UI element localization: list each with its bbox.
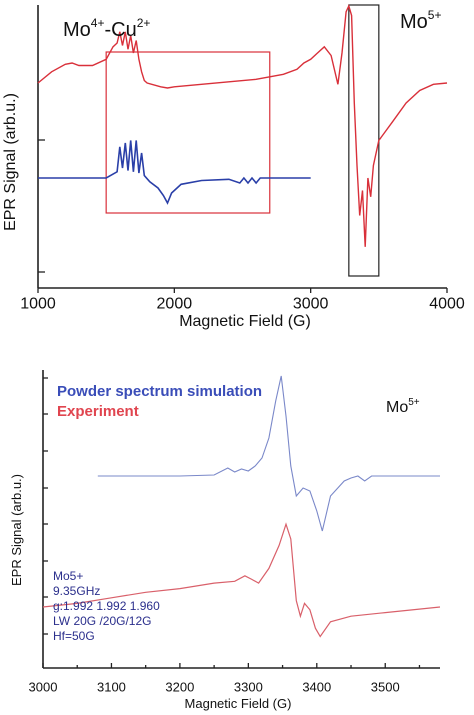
top-series-group bbox=[37, 4, 448, 247]
anno-cu-base: -Cu bbox=[104, 19, 136, 41]
top-y-axis-title: EPR Signal (arb.u.) bbox=[2, 93, 19, 231]
bottom-annotation-mo5: Mo5+ bbox=[386, 397, 420, 416]
top-x-axis-title: Magnetic Field (G) bbox=[179, 313, 311, 330]
bottom-x-tick-label: 3200 bbox=[165, 680, 194, 695]
legend-experiment: Experiment bbox=[57, 403, 139, 420]
bottom-x-tick-label: 3400 bbox=[302, 680, 331, 695]
top-x-tick-label: 2000 bbox=[157, 295, 193, 312]
top-x-ticks: 1000 2000 3000 4000 bbox=[20, 139, 465, 312]
top-x-tick-label: 4000 bbox=[429, 295, 465, 312]
param-line-5: Hf=50G bbox=[53, 629, 95, 643]
top-highlight-boxes bbox=[105, 4, 380, 277]
bottom-y-ticks bbox=[43, 377, 48, 635]
anno-mo-sup: 4+ bbox=[91, 16, 105, 30]
bottom-anno-mo5-base: Mo bbox=[386, 399, 408, 416]
top-x-tick-label: 3000 bbox=[293, 295, 329, 312]
bottom-series-group bbox=[42, 375, 441, 638]
anno-cu-sup: 2+ bbox=[137, 16, 151, 30]
bottom-x-tick-label: 3100 bbox=[97, 680, 126, 695]
bottom-chart-panel: 3000 3100 3200 3300 3400 3500 Magnetic Field … bbox=[9, 370, 441, 711]
bottom-x-tick-label: 3300 bbox=[234, 680, 263, 695]
top-annotation-mo5: Mo5+ bbox=[400, 8, 441, 33]
param-line-3: g:1.992 1.992 1.960 bbox=[53, 599, 160, 613]
bottom-x-ticks: 3000 3100 3200 3300 3400 3500 bbox=[29, 663, 421, 695]
anno-mo5-base: Mo bbox=[400, 11, 428, 33]
legend-simulation: Powder spectrum simulation bbox=[57, 383, 262, 400]
top-annotation-mo-cu: Mo4+-Cu2+ bbox=[63, 16, 150, 41]
bottom-x-tick-label: 3000 bbox=[29, 680, 58, 695]
top-chart-panel: 1000 2000 3000 4000 Magnetic Field (G) EPR … bbox=[2, 4, 465, 330]
param-line-4: LW 20G /20G/12G bbox=[53, 614, 152, 628]
top-series-simulation-line bbox=[38, 140, 311, 205]
bottom-x-tick-label: 3500 bbox=[371, 680, 400, 695]
bottom-series-experiment-line bbox=[42, 522, 441, 638]
top-x-tick-label: 1000 bbox=[20, 295, 56, 312]
highlight-box-mo5 bbox=[348, 4, 380, 277]
top-series-experiment-line bbox=[37, 4, 448, 247]
bottom-series-simulation-line bbox=[97, 375, 440, 532]
anno-mo-base: Mo bbox=[63, 19, 91, 41]
param-line-1: Mo5+ bbox=[53, 569, 83, 583]
bottom-y-axis-title: EPR Signal (arb.u.) bbox=[9, 474, 24, 586]
highlight-box-mo-cu bbox=[105, 51, 271, 214]
bottom-x-axis-title: Magnetic Field (G) bbox=[185, 696, 292, 711]
parameter-text-block: Mo5+ 9.35GHz g:1.992 1.992 1.960 LW 20G … bbox=[53, 569, 160, 643]
param-line-2: 9.35GHz bbox=[53, 584, 100, 598]
anno-mo5-sup: 5+ bbox=[428, 8, 442, 22]
bottom-anno-mo5-sup: 5+ bbox=[408, 397, 420, 408]
